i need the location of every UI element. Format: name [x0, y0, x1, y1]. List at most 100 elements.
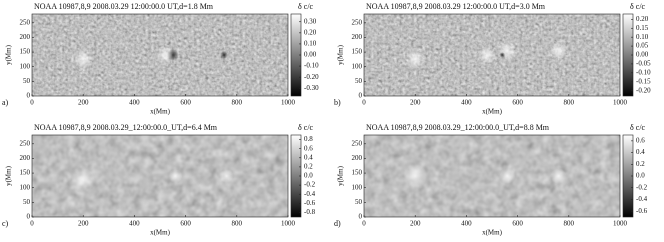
y-tick-label: 250 [20, 18, 31, 26]
colorbar-tick-label: -0.2 [304, 181, 316, 189]
map-feature [550, 168, 567, 184]
colorbar-tick-label: 0.10 [304, 40, 317, 48]
panel-label: c) [2, 219, 9, 228]
map-feature [549, 41, 568, 60]
colorbar-tick-label: -0.20 [636, 86, 651, 94]
panel-title: NOAA 10987,8,9 2008.03.29_12:00:00.0_UT,… [366, 123, 550, 132]
colorbar-label: δ c/c [630, 123, 646, 132]
colorbar-tick-label: -0.8 [304, 208, 316, 216]
colorbar-label: δ c/c [630, 2, 646, 11]
x-tick-label: 200 [410, 99, 421, 107]
y-axis-label: y(Mm) [5, 44, 13, 65]
x-tick-label: 600 [180, 99, 191, 107]
x-tick-label: 600 [512, 99, 523, 107]
map-feature [497, 40, 518, 61]
colorbar-tick-label: -0.10 [636, 68, 651, 76]
colorbar-tick-label: -0.6 [304, 199, 316, 207]
colorbar-tick-label: 0.15 [636, 24, 649, 32]
y-tick-label: 250 [352, 18, 363, 26]
y-tick-label: 200 [20, 154, 31, 162]
colorbar-tick-label: -0.6 [636, 207, 648, 215]
colorbar-tick-label: 0.4 [304, 153, 313, 161]
colorbar-label: δ c/c [298, 2, 314, 11]
x-axis-label: x(Mm) [482, 108, 503, 116]
map-image [32, 135, 288, 217]
colorbar-tick-label: -0.15 [636, 77, 651, 85]
map-feature [477, 46, 496, 64]
y-axis-label: y(Mm) [5, 165, 13, 186]
x-tick-label: 1000 [281, 99, 296, 107]
colorbar-tick-label: 0.30 [304, 17, 317, 25]
x-tick-label: 200 [78, 220, 89, 228]
colorbar-tick-label: 0.4 [636, 148, 645, 156]
x-axis-label: x(Mm) [150, 108, 171, 116]
colorbar-tick-label: -0.4 [636, 195, 648, 203]
map-frame [363, 134, 621, 218]
x-tick-label: 200 [78, 99, 89, 107]
map-frame [31, 134, 289, 218]
colorbar-tick-label: 0.10 [636, 33, 649, 41]
y-tick-label: 0 [359, 213, 363, 221]
panel-title: NOAA 10987,8,9 2008.03.29_12:00:00.0_UT,… [34, 123, 218, 132]
y-tick-label: 0 [27, 213, 31, 221]
colorbar-tick-label: 0.6 [636, 136, 645, 144]
x-tick-label: 400 [461, 99, 472, 107]
map-feature [499, 52, 506, 58]
map-feature [219, 169, 234, 183]
colorbar-tick-label: -0.2 [636, 183, 648, 191]
map-frame [363, 13, 621, 97]
y-tick-label: 0 [359, 92, 363, 100]
map-feature [405, 49, 426, 70]
y-tick-label: 150 [20, 169, 31, 177]
y-tick-label: 50 [355, 198, 363, 206]
y-tick-label: 50 [355, 77, 363, 85]
x-tick-label: 800 [232, 99, 243, 107]
x-tick-label: 1000 [613, 99, 628, 107]
colorbar-tick-label: 0.05 [636, 42, 649, 50]
x-tick-label: 600 [512, 220, 523, 228]
panel-label: a) [2, 98, 9, 107]
panel-label: d) [334, 219, 341, 228]
colorbar-tick-label: -0.20 [304, 73, 319, 81]
colorbar-tick-label: 0.00 [304, 51, 317, 59]
y-tick-label: 0 [27, 92, 31, 100]
y-tick-label: 100 [352, 183, 363, 191]
colorbar-tick-label: 0.20 [636, 15, 649, 23]
x-tick-label: 0 [30, 99, 34, 107]
colorbar-tick-label: 0.2 [636, 160, 645, 168]
y-tick-label: 50 [23, 77, 31, 85]
colorbar-tick-label: -0.10 [304, 62, 319, 70]
map-feature [168, 169, 183, 183]
map-feature [220, 51, 228, 59]
map-feature [403, 164, 428, 188]
colorbar-tick-label: 0.6 [304, 144, 313, 152]
y-tick-label: 250 [352, 139, 363, 147]
x-tick-label: 800 [564, 220, 575, 228]
map-image [364, 135, 620, 217]
x-tick-label: 1000 [281, 220, 296, 228]
y-tick-label: 250 [20, 139, 31, 147]
y-tick-label: 150 [352, 169, 363, 177]
x-tick-label: 1000 [613, 220, 628, 228]
colorbar-tick-label: 0.20 [304, 28, 317, 36]
x-axis-label: x(Mm) [150, 229, 171, 237]
y-tick-label: 150 [352, 48, 363, 56]
x-tick-label: 800 [564, 99, 575, 107]
y-tick-label: 200 [20, 33, 31, 41]
map-frame [31, 13, 289, 97]
map-feature [71, 168, 96, 193]
colorbar-tick-label: 0.0 [304, 172, 313, 180]
y-tick-label: 50 [23, 198, 31, 206]
colorbar-tick-label: 0.8 [304, 135, 313, 143]
y-tick-label: 150 [20, 48, 31, 56]
y-tick-label: 100 [20, 183, 31, 191]
map-feature [499, 168, 516, 184]
panel-label: b) [334, 98, 341, 107]
y-tick-label: 200 [352, 154, 363, 162]
map-feature [73, 49, 94, 70]
y-tick-label: 100 [352, 62, 363, 70]
x-tick-label: 600 [180, 220, 191, 228]
x-axis-label: x(Mm) [482, 229, 503, 237]
x-tick-label: 400 [129, 99, 140, 107]
